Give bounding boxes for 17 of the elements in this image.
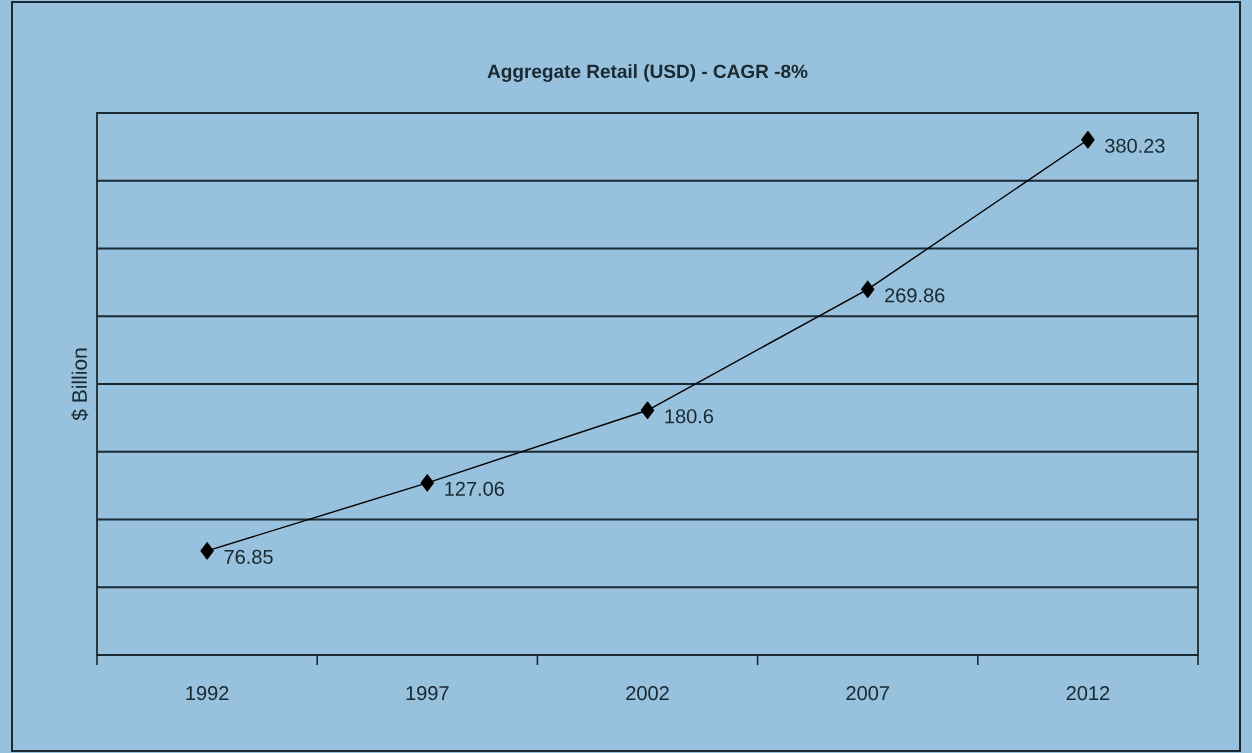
chart-title: Aggregate Retail (USD) - CAGR -8%	[487, 64, 808, 82]
data-label: 269.86	[885, 288, 945, 303]
data-label: 127.06	[445, 481, 504, 496]
x-tick-label: 1997	[406, 686, 449, 701]
point	[200, 542, 214, 560]
data-label: 380.23	[1105, 138, 1165, 153]
data-label: 76.85	[224, 549, 273, 564]
point	[420, 474, 435, 492]
x-tick-label: 1992	[186, 686, 229, 701]
x-tick-label: 2012	[1066, 686, 1110, 701]
x-tick-label: 2002	[626, 686, 669, 701]
y-axis-title: $ Billion	[71, 348, 89, 421]
point	[640, 401, 655, 419]
data-label: 180.6	[665, 409, 714, 424]
x-tick-label: 2007	[846, 686, 889, 701]
point	[1081, 131, 1095, 149]
point	[861, 280, 875, 299]
